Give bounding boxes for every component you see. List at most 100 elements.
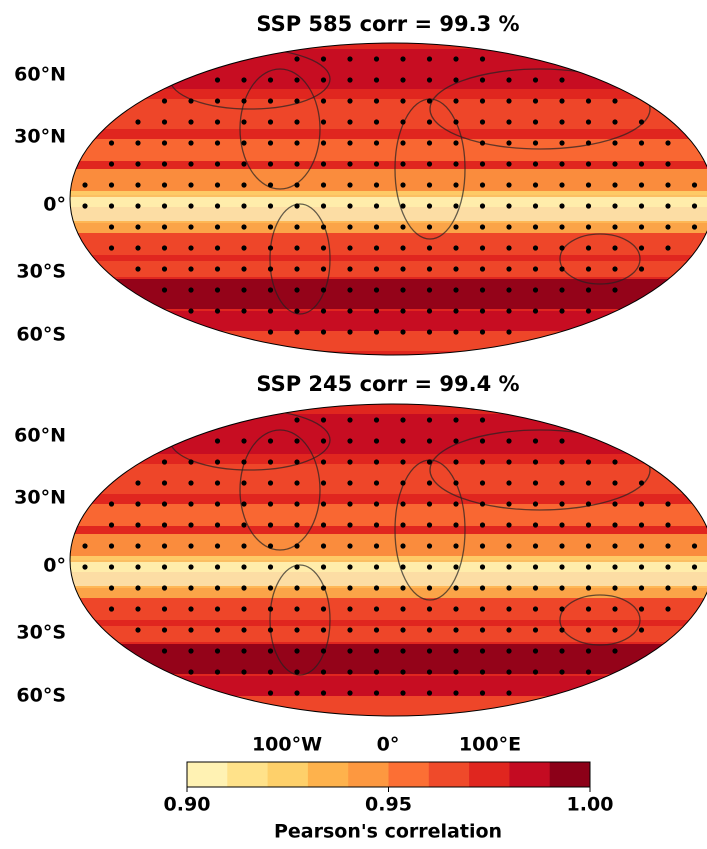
stipple-dot [479, 585, 486, 591]
stipple-dot [453, 417, 459, 423]
stipple-dot [214, 438, 221, 444]
stipple-dot [108, 161, 115, 167]
stipple-dot [559, 606, 565, 612]
stipple-dot [400, 585, 406, 591]
stipple-dot [161, 182, 168, 188]
stipple-dot [585, 669, 592, 675]
stipple-dot [691, 543, 698, 549]
stipple-dot [559, 245, 565, 251]
stipple-dot [453, 669, 459, 675]
stipple-dot [320, 585, 327, 591]
stipple-dot [108, 140, 115, 146]
stipple-dot [665, 585, 671, 591]
stipple-dot [214, 266, 221, 272]
stipple-dot [612, 480, 618, 486]
stipple-dot [559, 480, 565, 486]
map [70, 404, 707, 716]
stipple-dot [612, 543, 618, 549]
stipple-dot [241, 459, 247, 465]
stipple-dot [506, 308, 512, 314]
stipple-dot [161, 627, 168, 633]
stipple-dot [400, 543, 406, 549]
map-band [70, 233, 707, 255]
colorbar-segment [469, 762, 510, 787]
stipple-dot [161, 543, 168, 549]
stipple-dot [267, 480, 274, 486]
stipple-dot [161, 140, 168, 146]
stipple-dot [585, 459, 592, 465]
stipple-dot [612, 119, 618, 125]
stipple-dot [426, 308, 433, 314]
stipple-dot [612, 98, 618, 104]
stipple-dot [267, 182, 274, 188]
lat-label: 60°N [14, 425, 66, 447]
stipple-dot [426, 585, 433, 591]
stipple-dot [400, 669, 406, 675]
lat-label: 30°N [14, 126, 66, 148]
stipple-dot [320, 480, 327, 486]
stipple-dot [214, 543, 221, 549]
stipple-dot [82, 182, 88, 188]
stipple-dot [373, 329, 380, 335]
colorbar-label: Pearson's correlation [274, 821, 502, 843]
stipple-dot [241, 564, 247, 570]
stipple-dot [400, 627, 406, 633]
stipple-dot [108, 543, 115, 549]
stipple-dot [214, 203, 221, 209]
stipple-dot [612, 203, 618, 209]
stipple-dot [214, 459, 221, 465]
stipple-dot [347, 543, 353, 549]
stipple-dot [267, 543, 274, 549]
stipple-dot [188, 459, 194, 465]
stipple-dot [294, 522, 300, 528]
stipple-dot [214, 224, 221, 230]
stipple-dot [188, 140, 194, 146]
stipple-dot [479, 417, 486, 423]
stipple-dot [426, 564, 433, 570]
stipple-dot [691, 182, 698, 188]
stipple-dot [294, 438, 300, 444]
stipple-dot [426, 669, 433, 675]
stipple-dot [320, 161, 327, 167]
stipple-dot [347, 98, 353, 104]
stipple-dot [479, 140, 486, 146]
stipple-dot [294, 501, 300, 507]
stipple-dot [479, 161, 486, 167]
stipple-dot [400, 648, 406, 654]
stipple-dot [638, 224, 645, 230]
map-band [70, 676, 707, 696]
stipple-dot [426, 627, 433, 633]
stipple-dot [373, 648, 380, 654]
stipple-dot [479, 308, 486, 314]
stipple-dot [267, 287, 274, 293]
stipple-dot [612, 266, 618, 272]
stipple-dot [453, 585, 459, 591]
stipple-dot [532, 98, 539, 104]
stipple-dot [638, 161, 645, 167]
stipple-dot [506, 543, 512, 549]
stipple-dot [426, 501, 433, 507]
stipple-dot [400, 287, 406, 293]
stipple-dot [479, 669, 486, 675]
stipple-dot [559, 308, 565, 314]
stipple-dot [453, 140, 459, 146]
map-band [70, 504, 707, 526]
stipple-dot [108, 203, 115, 209]
stipple-dot [347, 459, 353, 465]
stipple-dot [241, 585, 247, 591]
stipple-dot [479, 543, 486, 549]
stipple-dot [214, 480, 221, 486]
stipple-dot [347, 438, 353, 444]
stipple-dot [479, 287, 486, 293]
stipple-dot [426, 224, 433, 230]
stipple-dot [320, 669, 327, 675]
map-border [69, 42, 707, 356]
stipple-dot [320, 119, 327, 125]
stipple-dot [453, 266, 459, 272]
stipple-dot [665, 543, 671, 549]
stipple-dot [638, 140, 645, 146]
stipple-dot [612, 224, 618, 230]
lat-label: 60°S [16, 685, 66, 707]
stipple-dot [373, 669, 380, 675]
stipple-dot [82, 203, 88, 209]
